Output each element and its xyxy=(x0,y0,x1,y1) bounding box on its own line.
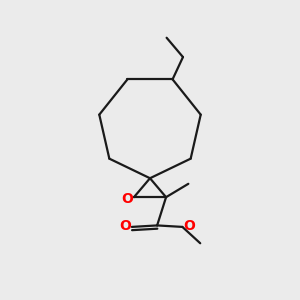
Text: O: O xyxy=(183,219,195,233)
Text: O: O xyxy=(119,219,131,233)
Text: O: O xyxy=(122,192,133,206)
